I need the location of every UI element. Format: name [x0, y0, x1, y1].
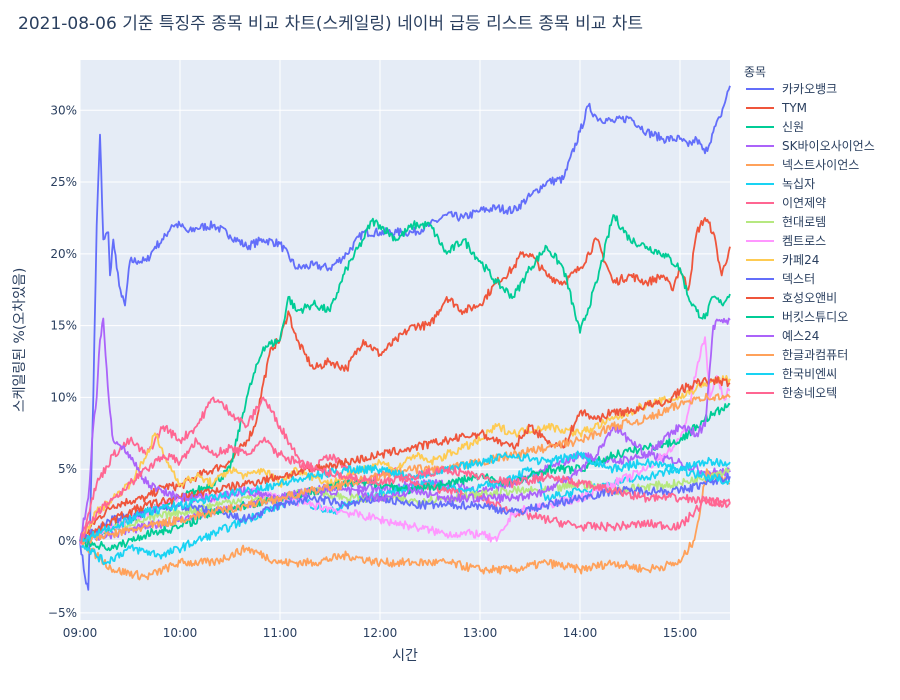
legend-item[interactable]: 넥스트사이언스 [746, 158, 859, 172]
legend-label: 한국비엔씨 [782, 367, 837, 381]
x-tick-label: 13:00 [463, 626, 498, 640]
series-line [79, 214, 731, 542]
legend-label: 버킷스튜디오 [782, 310, 848, 324]
y-tick-label: 25% [50, 175, 77, 189]
legend-label: 덱스터 [782, 272, 815, 286]
y-tick-label: 30% [50, 103, 77, 117]
legend-item[interactable]: 버킷스튜디오 [746, 310, 848, 324]
series-line [79, 450, 731, 546]
series-line [79, 317, 731, 542]
series-line [79, 375, 731, 542]
legend-item[interactable]: 신원 [746, 120, 804, 134]
y-tick-label: −5% [48, 606, 77, 620]
legend-item[interactable]: 한국비엔씨 [746, 367, 837, 381]
legend-item[interactable]: 현대로템 [746, 215, 826, 229]
legend-item[interactable]: 덱스터 [746, 272, 815, 286]
legend-item[interactable]: 이연제약 [746, 195, 826, 210]
x-tick-label: 11:00 [263, 626, 298, 640]
legend-label: 호성오앤비 [782, 291, 837, 305]
series-line [79, 436, 731, 545]
legend-item[interactable]: 한송네오텍 [746, 386, 837, 400]
plot-area [80, 60, 730, 620]
legend-item[interactable]: 예스24 [746, 329, 819, 343]
x-tick-label: 09:00 [63, 626, 98, 640]
x-tick-label: 10:00 [163, 626, 198, 640]
series-line [79, 392, 731, 545]
series-line [79, 396, 731, 542]
legend-item[interactable]: 호성오앤비 [746, 291, 837, 305]
x-tick-label: 15:00 [663, 626, 698, 640]
legend-item[interactable]: 녹십자 [746, 177, 815, 191]
x-axis: 09:00 10:00 11:00 12:00 13:00 14:00 15:00 [63, 626, 698, 640]
legend-item[interactable]: 한글과컴퓨터 [746, 348, 848, 362]
legend-label: 켐트로스 [782, 234, 826, 248]
grid [79, 60, 730, 620]
legend-item[interactable]: SK바이오사이언스 [746, 139, 875, 153]
legend-label: 녹십자 [782, 177, 815, 191]
legend-label: 신원 [782, 120, 804, 134]
legend-item[interactable]: TYM [746, 101, 807, 115]
x-tick-label: 12:00 [363, 626, 398, 640]
y-tick-label: 20% [50, 247, 77, 261]
legend-label: 한송네오텍 [782, 386, 837, 400]
chart-title: 2021-08-06 기준 특징주 종목 비교 차트(스케일링) 네이버 급등 … [18, 14, 643, 34]
legend[interactable]: 종목 카카오뱅크 TYM 신원 SK바이오사이언스넥스트사이언스녹십자이연제약현대로템… [744, 65, 875, 400]
legend-title: 종목 [744, 65, 766, 79]
y-axis: −5% 0% 5% 10% 15% 20% 25% 30% [48, 103, 77, 620]
legend-label: TYM [781, 101, 807, 115]
y-tick-label: 0% [58, 534, 77, 548]
legend-item[interactable]: 카카오뱅크 [746, 82, 837, 96]
series-lines [79, 85, 731, 591]
y-tick-label: 10% [50, 390, 77, 404]
legend-label: 카카오뱅크 [782, 82, 837, 96]
y-tick-label: 5% [58, 462, 77, 476]
legend-label: SK바이오사이언스 [782, 139, 875, 153]
legend-label: 넥스트사이언스 [782, 158, 859, 172]
legend-label: 카페24 [782, 253, 819, 267]
legend-label: 예스24 [782, 329, 819, 343]
legend-label: 현대로템 [782, 215, 826, 229]
series-line [79, 468, 731, 581]
x-axis-title: 시간 [392, 648, 418, 664]
legend-label: 이연제약 [782, 195, 826, 210]
x-tick-label: 14:00 [563, 626, 598, 640]
legend-item[interactable]: 켐트로스 [746, 234, 826, 248]
y-tick-label: 15% [50, 319, 77, 333]
series-line [79, 376, 731, 543]
legend-label: 한글과컴퓨터 [782, 348, 848, 362]
legend-item[interactable]: 카페24 [746, 253, 819, 267]
series-line [79, 217, 731, 542]
series-line [79, 472, 731, 544]
y-axis-title: 스케일링된 %(오차있음) [12, 268, 28, 413]
